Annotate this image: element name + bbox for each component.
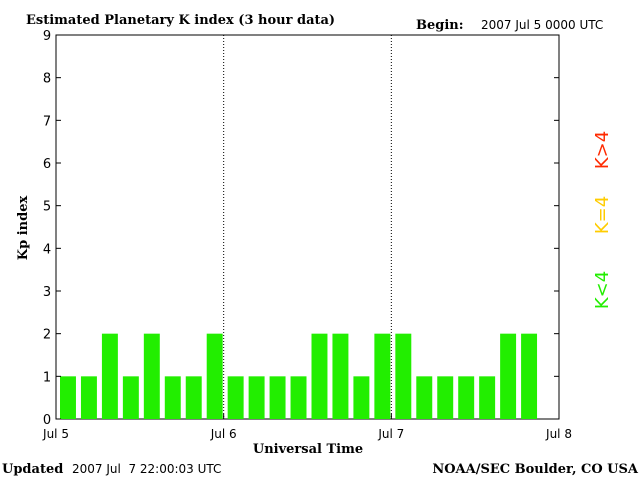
y-tick-label: 8 (43, 72, 51, 87)
begin-label: Begin: (416, 18, 464, 33)
kp-bars (60, 333, 538, 419)
kp-bar (206, 333, 223, 419)
chart-title: Estimated Planetary K index (3 hour data… (26, 13, 335, 28)
kp-bar (332, 333, 349, 419)
kp-bar (227, 376, 244, 419)
legend-high: K>4 (592, 131, 613, 169)
day-separators (223, 35, 392, 419)
x-axis: Jul 5 Jul 6 Jul 7 Jul 8 (42, 414, 572, 441)
kp-bar (500, 333, 517, 419)
y-tick-label: 1 (43, 370, 51, 385)
kp-bar (416, 376, 433, 419)
x-tick-label: Jul 5 (42, 427, 69, 441)
y-tick-label: 6 (43, 157, 51, 172)
y-tick-label: 3 (43, 285, 51, 300)
y-tick-label: 2 (43, 328, 51, 343)
kp-bar (374, 333, 391, 419)
updated-value: 2007 Jul 7 22:00:03 UTC (72, 462, 221, 476)
kp-bar (290, 376, 307, 419)
begin-value: 2007 Jul 5 0000 UTC (481, 18, 603, 32)
kp-bar (521, 333, 538, 419)
y-tick-label: 7 (43, 114, 51, 129)
y-tick-label: 5 (43, 200, 51, 215)
legend-mid: K=4 (592, 196, 613, 234)
kp-bar (458, 376, 475, 419)
kp-bar (353, 376, 370, 419)
kp-bar (80, 376, 97, 419)
y-axis-title: Kp index (16, 196, 31, 261)
kp-bar (437, 376, 454, 419)
x-tick-label: Jul 8 (545, 427, 572, 441)
x-tick-label: Jul 7 (377, 427, 404, 441)
kp-bar (185, 376, 202, 419)
kp-bar (479, 376, 496, 419)
kp-bar (311, 333, 328, 419)
source-credit: NOAA/SEC Boulder, CO USA (432, 462, 639, 477)
legend-low: K<4 (592, 271, 613, 309)
kp-bar (60, 376, 76, 419)
kp-bar (122, 376, 139, 419)
y-tick-label: 0 (43, 413, 51, 428)
kp-bar (101, 333, 118, 419)
y-axis: 0 1 2 3 4 5 6 7 8 9 (43, 29, 559, 428)
y-tick-label: 4 (43, 242, 51, 257)
x-tick-label: Jul 6 (210, 427, 237, 441)
kp-bar (164, 376, 181, 419)
y-tick-label: 9 (43, 29, 51, 44)
plot-frame (55, 34, 560, 420)
x-axis-title: Universal Time (253, 442, 363, 457)
kp-bar (248, 376, 265, 419)
kp-bar (395, 333, 412, 419)
kp-bar (269, 376, 286, 419)
updated-label: Updated (2, 462, 63, 477)
kp-bar (143, 333, 160, 419)
